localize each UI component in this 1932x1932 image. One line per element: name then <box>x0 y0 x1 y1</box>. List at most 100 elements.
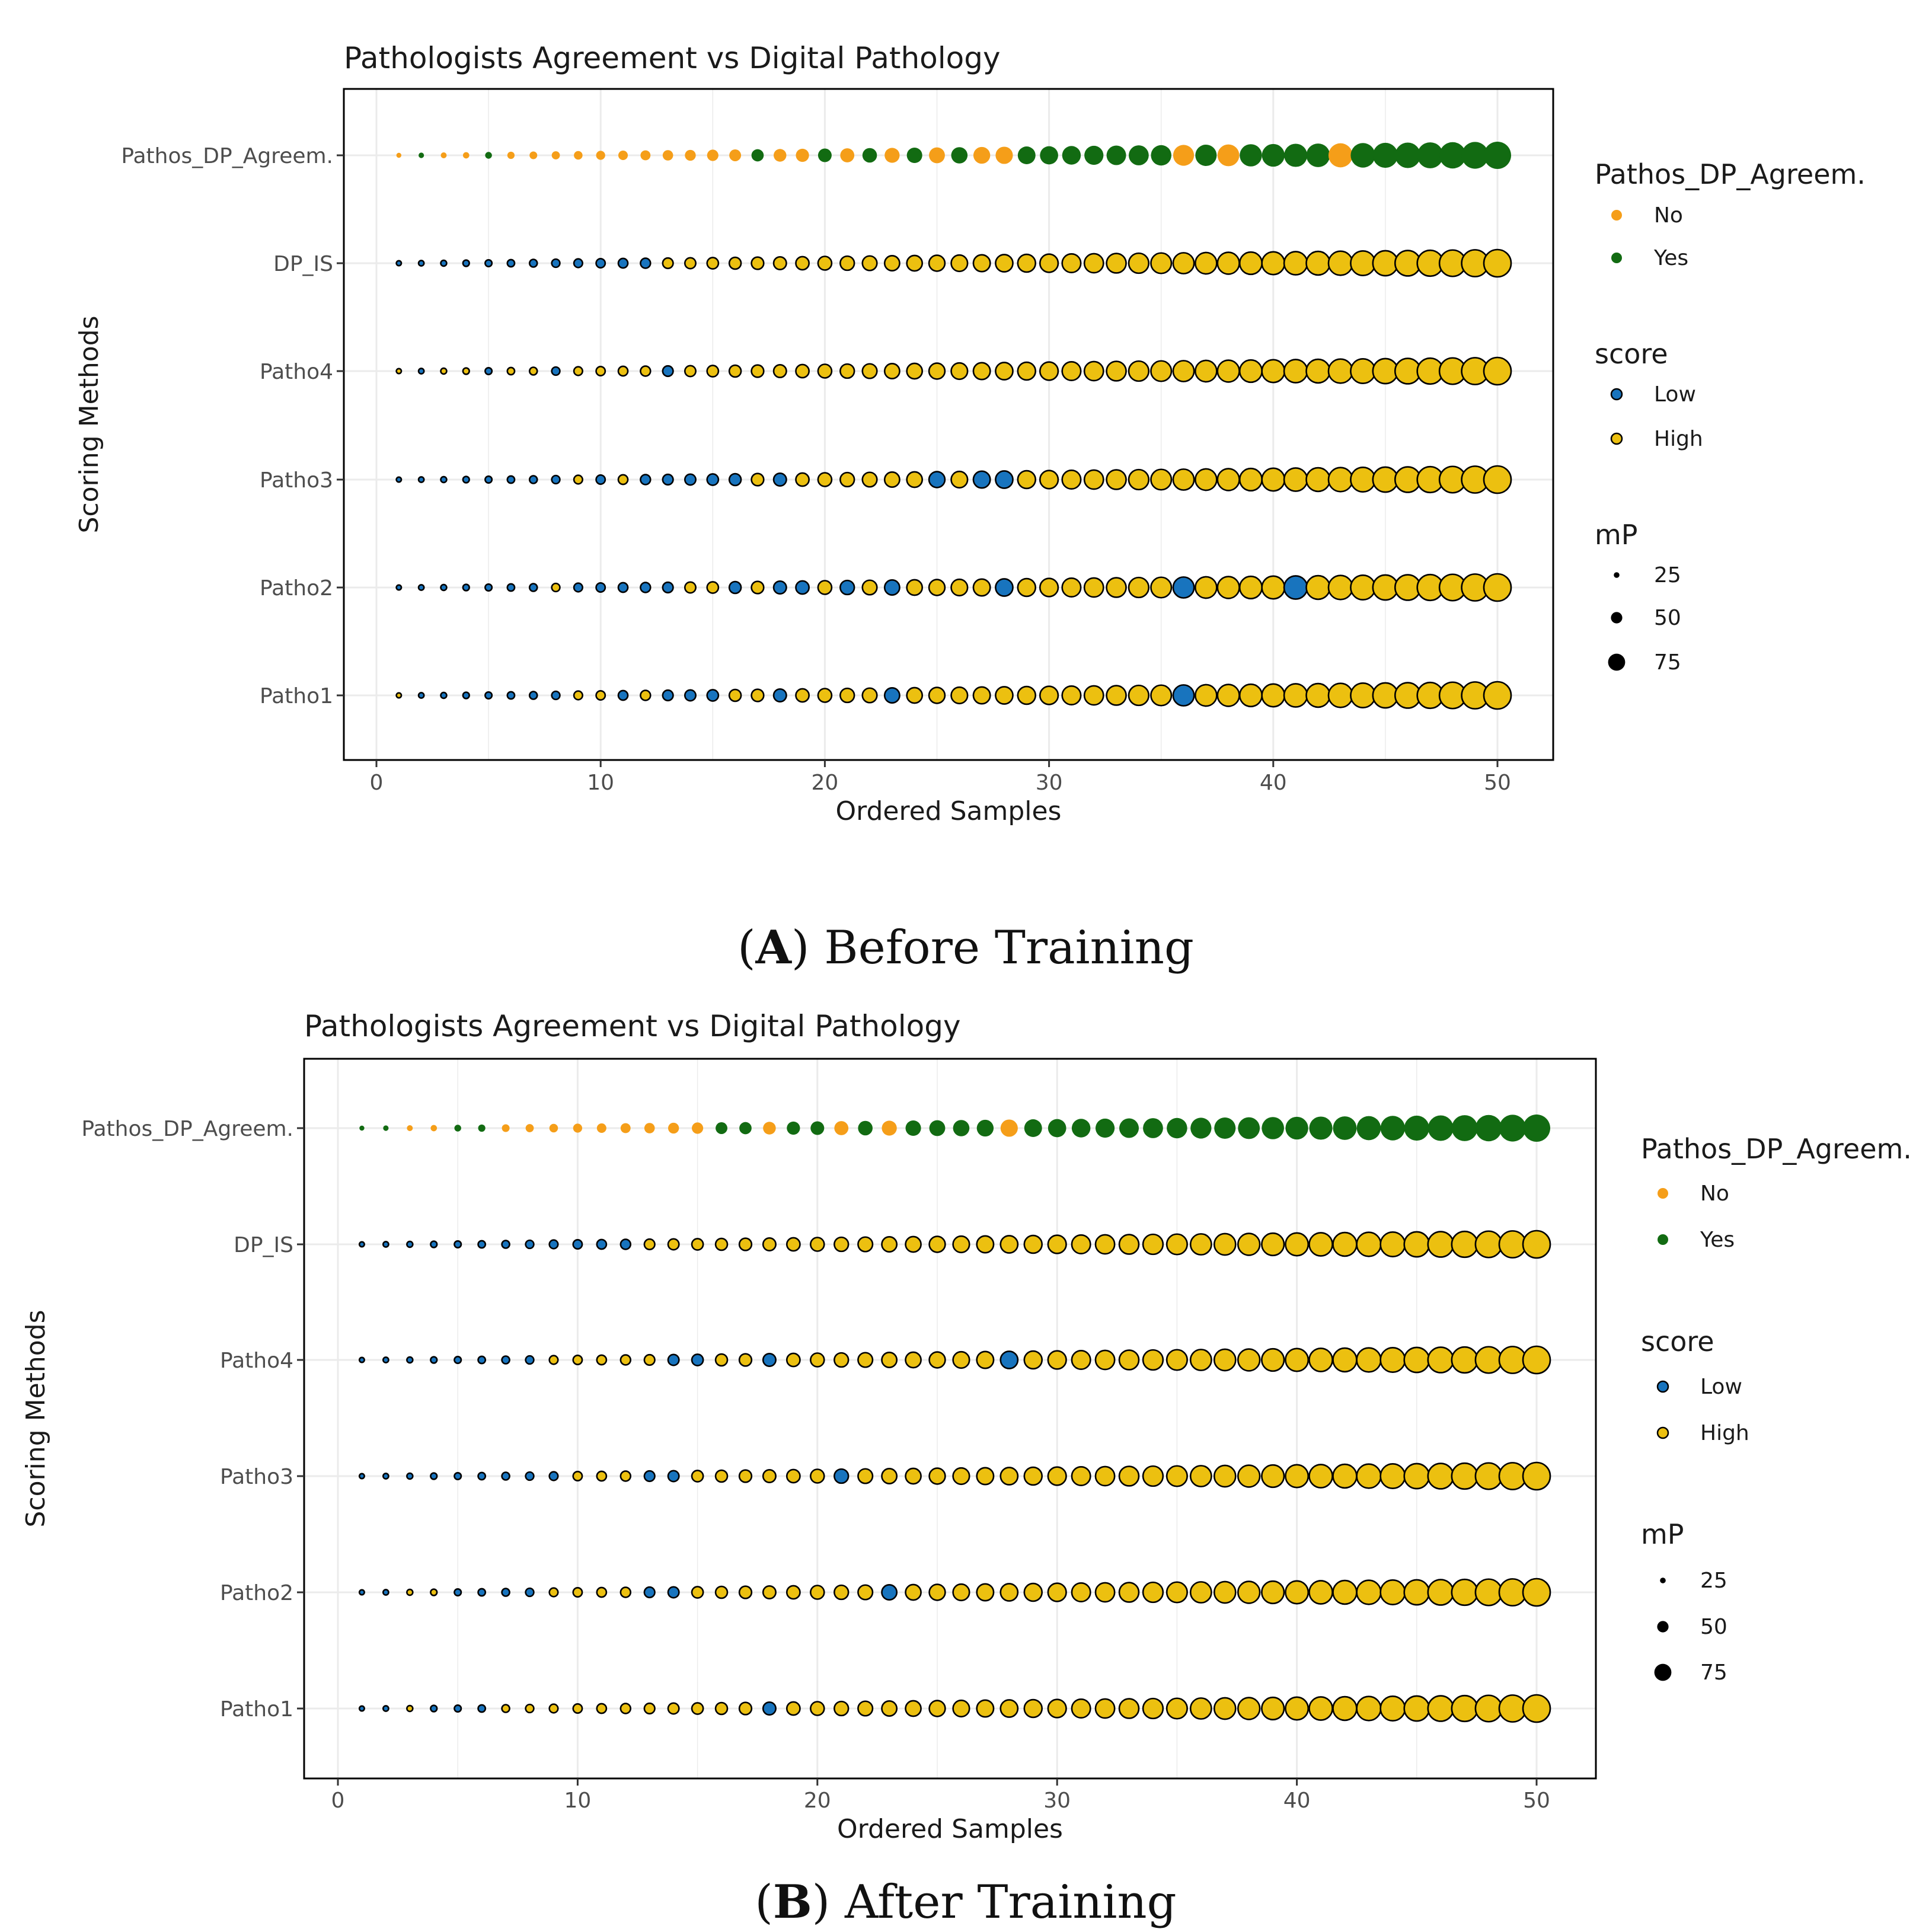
data-point <box>548 1471 559 1481</box>
data-point <box>1150 252 1173 274</box>
data-point <box>1189 1697 1212 1720</box>
data-point <box>617 582 629 593</box>
series-Pathos_DP_Agreem. <box>396 141 1512 170</box>
data-point <box>1372 357 1399 385</box>
data-point <box>620 1123 631 1133</box>
data-point <box>462 152 470 159</box>
data-point <box>928 1583 946 1601</box>
data-point <box>1283 359 1308 384</box>
data-point <box>976 1119 994 1137</box>
data-point <box>1083 360 1104 382</box>
legend-key <box>1657 1621 1669 1633</box>
data-point <box>995 470 1014 489</box>
data-point <box>440 583 448 592</box>
data-point <box>774 149 787 162</box>
data-point <box>407 1125 413 1131</box>
data-point <box>995 146 1013 164</box>
data-point <box>1262 1117 1284 1139</box>
data-point <box>406 1240 414 1248</box>
chart-title: Pathologists Agreement vs Digital Pathol… <box>304 1009 961 1043</box>
data-point <box>643 1470 656 1483</box>
data-point <box>406 1472 414 1480</box>
data-point <box>619 1470 631 1482</box>
data-point <box>528 583 538 592</box>
data-point <box>714 1237 729 1251</box>
data-point <box>1474 1578 1503 1607</box>
data-point <box>952 1699 970 1718</box>
legend-label: 25 <box>1654 563 1681 587</box>
data-point <box>667 1238 680 1251</box>
data-point <box>572 1355 583 1365</box>
data-point <box>839 471 855 488</box>
data-point <box>999 1235 1019 1254</box>
data-point <box>817 256 833 271</box>
data-point <box>862 148 877 163</box>
data-point <box>928 1351 946 1369</box>
data-point <box>1017 577 1037 598</box>
data-point <box>1237 1580 1261 1604</box>
data-point <box>477 1704 487 1713</box>
data-point <box>1023 1350 1043 1370</box>
chart-panel-A: Pathologists Agreement vs Digital Pathol… <box>74 41 1866 975</box>
data-point <box>551 151 560 159</box>
data-point <box>1262 143 1285 167</box>
data-point <box>417 692 425 699</box>
data-point <box>972 578 991 597</box>
data-point <box>772 688 787 703</box>
data-point <box>419 152 424 158</box>
data-point <box>595 474 606 485</box>
data-point <box>1474 1230 1503 1259</box>
data-point <box>714 1701 729 1716</box>
legend-key <box>1660 1577 1666 1583</box>
data-point <box>525 1239 535 1250</box>
data-point <box>684 689 697 702</box>
data-point <box>999 1583 1019 1602</box>
data-point <box>884 148 900 163</box>
data-point <box>1379 1579 1406 1606</box>
data-point <box>1237 1348 1261 1372</box>
data-point <box>858 1120 873 1136</box>
data-point <box>706 365 720 378</box>
data-point <box>706 257 720 270</box>
data-point <box>728 580 742 595</box>
data-point <box>1372 142 1398 168</box>
data-point <box>528 691 538 700</box>
data-point <box>619 1586 631 1598</box>
data-point <box>573 366 583 376</box>
data-point <box>810 1468 825 1484</box>
data-point <box>644 1123 655 1133</box>
data-point <box>952 1350 970 1369</box>
data-point <box>857 1700 874 1717</box>
panel-letter: B <box>773 1875 812 1929</box>
data-point <box>525 1471 535 1481</box>
data-point <box>1308 1232 1333 1257</box>
data-point <box>795 256 810 271</box>
data-point <box>1071 1119 1091 1138</box>
data-point <box>572 1239 583 1250</box>
y-tick-label: Patho3 <box>220 1465 293 1489</box>
data-point <box>1356 1347 1382 1373</box>
data-point <box>1094 1582 1116 1603</box>
data-point <box>1305 250 1331 276</box>
data-point <box>596 1586 608 1598</box>
data-point <box>1308 1347 1333 1372</box>
data-point <box>430 1704 438 1713</box>
data-point <box>972 470 991 489</box>
legend-key <box>1610 432 1623 445</box>
data-point <box>662 365 674 378</box>
data-point <box>1238 1117 1260 1139</box>
data-point <box>883 363 900 379</box>
data-point <box>548 1355 559 1365</box>
data-point <box>643 1702 656 1715</box>
data-point <box>1213 1348 1237 1372</box>
data-point <box>1023 1582 1043 1602</box>
data-point <box>643 1586 656 1599</box>
data-point <box>1237 1697 1261 1720</box>
data-point <box>1047 1698 1067 1719</box>
data-point <box>358 1356 365 1363</box>
data-point <box>928 1235 946 1253</box>
data-point <box>706 473 720 486</box>
plot-area <box>304 1059 1596 1778</box>
data-point <box>1308 1580 1333 1605</box>
data-point <box>1095 1118 1115 1138</box>
